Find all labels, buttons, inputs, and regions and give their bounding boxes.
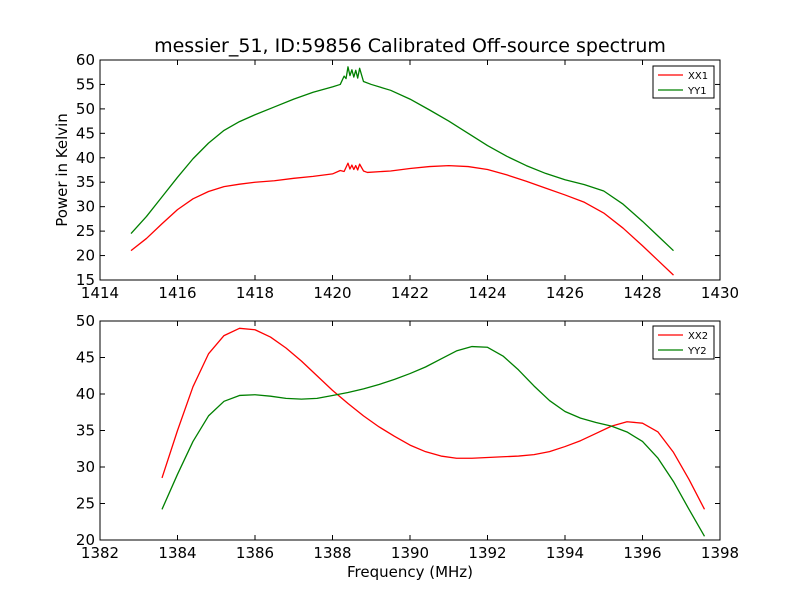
bottom-x-tick-label: 1382 xyxy=(81,544,119,562)
bottom-x-tick-label: 1398 xyxy=(701,544,739,562)
top-y-tick-label: 55 xyxy=(76,75,95,93)
top-y-tick-label: 60 xyxy=(76,51,95,69)
bottom-y-tick-label: 25 xyxy=(76,495,95,513)
top-y-tick-label: 15 xyxy=(76,271,95,289)
bottom-y-tick-label: 50 xyxy=(76,312,95,330)
top-y-tick-label: 20 xyxy=(76,247,95,265)
bottom-x-tick-label: 1392 xyxy=(468,544,506,562)
top-x-tick-label: 1414 xyxy=(81,284,119,302)
top-y-tick-label: 25 xyxy=(76,222,95,240)
top-y-tick-label: 35 xyxy=(76,173,95,191)
bottom-y-tick-label: 35 xyxy=(76,422,95,440)
top-x-tick-label: 1418 xyxy=(236,284,274,302)
top-legend-label-xx1: XX1 xyxy=(688,71,708,82)
bottom-legend-box xyxy=(652,325,715,360)
bottom-x-tick-label: 1394 xyxy=(546,544,584,562)
bottom-series-yy2-line xyxy=(161,345,706,537)
top-y-tick-label: 40 xyxy=(76,149,95,167)
bottom-y-tick-label: 45 xyxy=(76,349,95,367)
top-y-tick-label: 45 xyxy=(76,124,95,142)
bottom-x-tick-label: 1396 xyxy=(623,544,661,562)
bottom-plot-area: 1382 1384 1386 1388 1390 1392 1394 1396 1398 20 25… xyxy=(76,312,739,562)
bottom-x-tick-label: 1384 xyxy=(158,544,196,562)
top-x-tick-label: 1424 xyxy=(468,284,506,302)
bottom-series-xx2-line xyxy=(161,327,706,510)
top-x-tick-label: 1416 xyxy=(158,284,196,302)
top-y-tick-label: 50 xyxy=(76,100,95,118)
bottom-y-tick-label: 30 xyxy=(76,458,95,476)
top-legend-label-yy1: YY1 xyxy=(687,86,707,97)
top-y-tick-label: 30 xyxy=(76,198,95,216)
bottom-y-tick-label: 40 xyxy=(76,385,95,403)
bottom-x-axis-label: Frequency (MHz) xyxy=(347,563,473,581)
top-series-yy1-line xyxy=(130,66,674,252)
top-x-tick-label: 1428 xyxy=(623,284,661,302)
top-x-tick-label: 1422 xyxy=(391,284,429,302)
top-x-tick-label: 1430 xyxy=(701,284,739,302)
top-x-tick-label: 1420 xyxy=(313,284,351,302)
bottom-x-tick-label: 1386 xyxy=(236,544,274,562)
bottom-legend-label-xx2: XX2 xyxy=(688,331,708,342)
bottom-y-tick-label: 20 xyxy=(76,531,95,549)
top-series-xx1-line xyxy=(130,162,674,276)
top-y-axis-label: Power in Kelvin xyxy=(53,113,71,227)
bottom-x-tick-label: 1390 xyxy=(391,544,429,562)
bottom-legend-label-yy2: YY2 xyxy=(687,346,707,357)
top-legend-box xyxy=(652,65,715,99)
bottom-x-tick-label: 1388 xyxy=(313,544,351,562)
chart-title: messier_51, ID:59856 Calibrated Off-sour… xyxy=(154,35,666,57)
top-plot-area: 1414 1416 1418 1420 1422 1424 1426 1428 1430 15 20… xyxy=(76,51,739,302)
top-x-tick-label: 1426 xyxy=(546,284,584,302)
